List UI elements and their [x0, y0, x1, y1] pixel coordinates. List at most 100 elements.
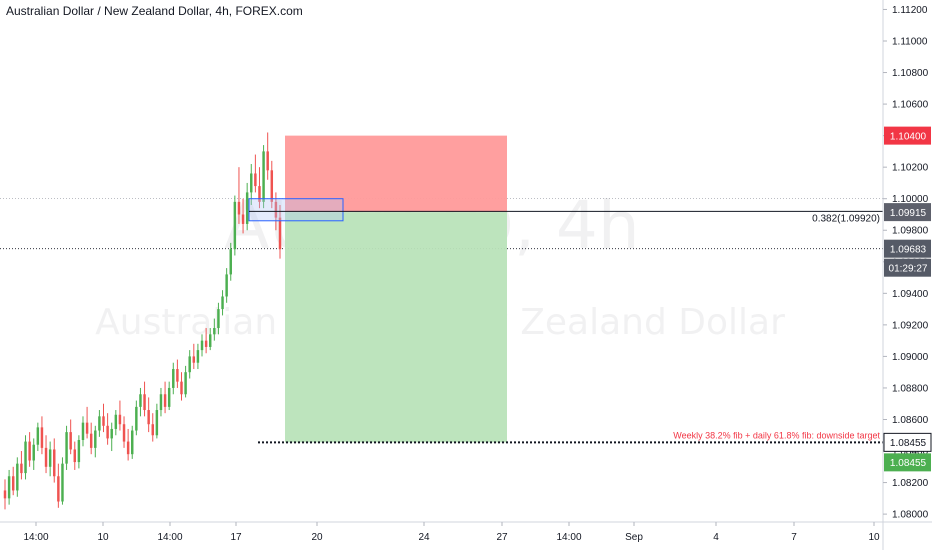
candle-body[interactable]: [24, 441, 27, 474]
candle-body[interactable]: [167, 387, 171, 407]
candle-body[interactable]: [57, 476, 60, 502]
candle-body[interactable]: [106, 425, 109, 439]
target-price-badge-1: 1.08455: [883, 432, 932, 452]
candle-body[interactable]: [16, 463, 19, 491]
price-tick-label: 1.09400: [892, 289, 929, 300]
price-tick-label: 1.08000: [892, 510, 929, 521]
candle-body[interactable]: [131, 430, 134, 455]
candle-body[interactable]: [77, 439, 81, 463]
candle-body[interactable]: [69, 432, 72, 450]
candle-body[interactable]: [53, 449, 56, 477]
candle-body[interactable]: [237, 201, 241, 215]
candle-body[interactable]: [254, 173, 257, 187]
candle-body[interactable]: [266, 151, 269, 171]
candle-body[interactable]: [118, 414, 122, 425]
supply-zone-box[interactable]: [248, 198, 344, 222]
price-tick-label: 1.09800: [892, 226, 929, 237]
price-tick-label: 1.11200: [892, 5, 928, 16]
candle-body[interactable]: [221, 296, 224, 310]
candle-body[interactable]: [126, 441, 130, 455]
time-tick-label: 4: [713, 532, 719, 543]
time-tick-label: Sep: [625, 532, 643, 543]
candle-body[interactable]: [196, 350, 200, 363]
candle-body[interactable]: [233, 201, 237, 250]
time-tick-label: 27: [496, 532, 508, 543]
time-tick-label: 14:00: [556, 532, 581, 543]
price-tick-label: 1.11000: [892, 37, 928, 48]
candle-body[interactable]: [278, 217, 282, 250]
candle-body[interactable]: [98, 416, 101, 431]
candle-body[interactable]: [184, 372, 187, 395]
candle-body[interactable]: [114, 414, 118, 429]
candle-body[interactable]: [89, 433, 93, 448]
entry-price-badge-bg: [884, 203, 931, 222]
reward-zone[interactable]: [285, 212, 507, 443]
candle-body[interactable]: [102, 416, 105, 426]
candle-body[interactable]: [262, 151, 265, 202]
target-price-badge-2-bg: [884, 453, 931, 472]
last-price-badge-text: 1.09683: [890, 244, 927, 255]
candle-body[interactable]: [200, 340, 204, 351]
price-tick-label: 1.09200: [892, 320, 929, 331]
time-tick-label: 20: [311, 532, 323, 543]
candle-body[interactable]: [28, 441, 31, 461]
candle-body[interactable]: [151, 424, 154, 436]
candle-body[interactable]: [192, 356, 196, 363]
candle-body[interactable]: [40, 427, 44, 448]
candle-body[interactable]: [110, 428, 113, 439]
candle-body[interactable]: [3, 490, 7, 499]
candle-body[interactable]: [155, 410, 159, 436]
candle-body[interactable]: [229, 249, 232, 275]
stop-price-badge: 1.10400: [884, 126, 931, 145]
candle-body[interactable]: [225, 274, 228, 297]
candle-body[interactable]: [81, 422, 85, 440]
candle-body[interactable]: [245, 192, 249, 224]
candle-body[interactable]: [135, 406, 138, 431]
candle-body[interactable]: [11, 476, 15, 491]
candle-body[interactable]: [139, 394, 142, 407]
target-price-badge-1-text: 1.08455: [890, 438, 927, 449]
candle-body[interactable]: [147, 410, 150, 425]
candle-body[interactable]: [94, 430, 97, 448]
candle-body[interactable]: [258, 186, 261, 202]
candle-body[interactable]: [188, 356, 191, 373]
candle-body[interactable]: [213, 328, 216, 335]
candle-body[interactable]: [208, 334, 212, 347]
target-price-badge-1-bg: [883, 432, 932, 452]
candle-body[interactable]: [172, 369, 175, 388]
candle-body[interactable]: [217, 309, 220, 329]
price-tick-label: 1.09000: [892, 352, 929, 363]
price-tick-label: 1.08800: [892, 383, 929, 394]
candle-body[interactable]: [274, 201, 278, 218]
time-tick-label: 14:00: [157, 532, 182, 543]
candle-body[interactable]: [7, 476, 11, 499]
candle-body[interactable]: [32, 444, 35, 461]
candle-body[interactable]: [204, 340, 208, 347]
candle-body[interactable]: [20, 463, 23, 474]
stop-price-badge-bg: [884, 126, 931, 145]
candle-body[interactable]: [73, 449, 77, 463]
candle-body[interactable]: [163, 394, 167, 407]
candle-body[interactable]: [122, 424, 126, 442]
candle-body[interactable]: [65, 432, 68, 464]
candle-body[interactable]: [159, 394, 163, 411]
risk-zone[interactable]: [285, 135, 507, 213]
target-price-badge-2: 1.08455: [884, 453, 931, 472]
candle-body[interactable]: [61, 463, 64, 502]
candle-body[interactable]: [180, 381, 183, 395]
candle-body[interactable]: [176, 369, 179, 382]
candle-body[interactable]: [143, 394, 146, 411]
price-tick-label: 1.10200: [892, 163, 929, 174]
candle-body[interactable]: [44, 447, 48, 467]
candle-body[interactable]: [85, 422, 89, 434]
candle-body[interactable]: [36, 427, 40, 445]
bar-countdown-badge-bg: [884, 258, 931, 277]
price-tick-label: 1.10800: [892, 68, 929, 79]
candle-body[interactable]: [250, 173, 253, 193]
candle-body[interactable]: [241, 214, 245, 224]
stop-price-badge-text: 1.10400: [890, 131, 927, 142]
candle-body[interactable]: [48, 449, 52, 467]
time-tick-label: 7: [791, 532, 797, 543]
candle-body[interactable]: [270, 170, 274, 202]
